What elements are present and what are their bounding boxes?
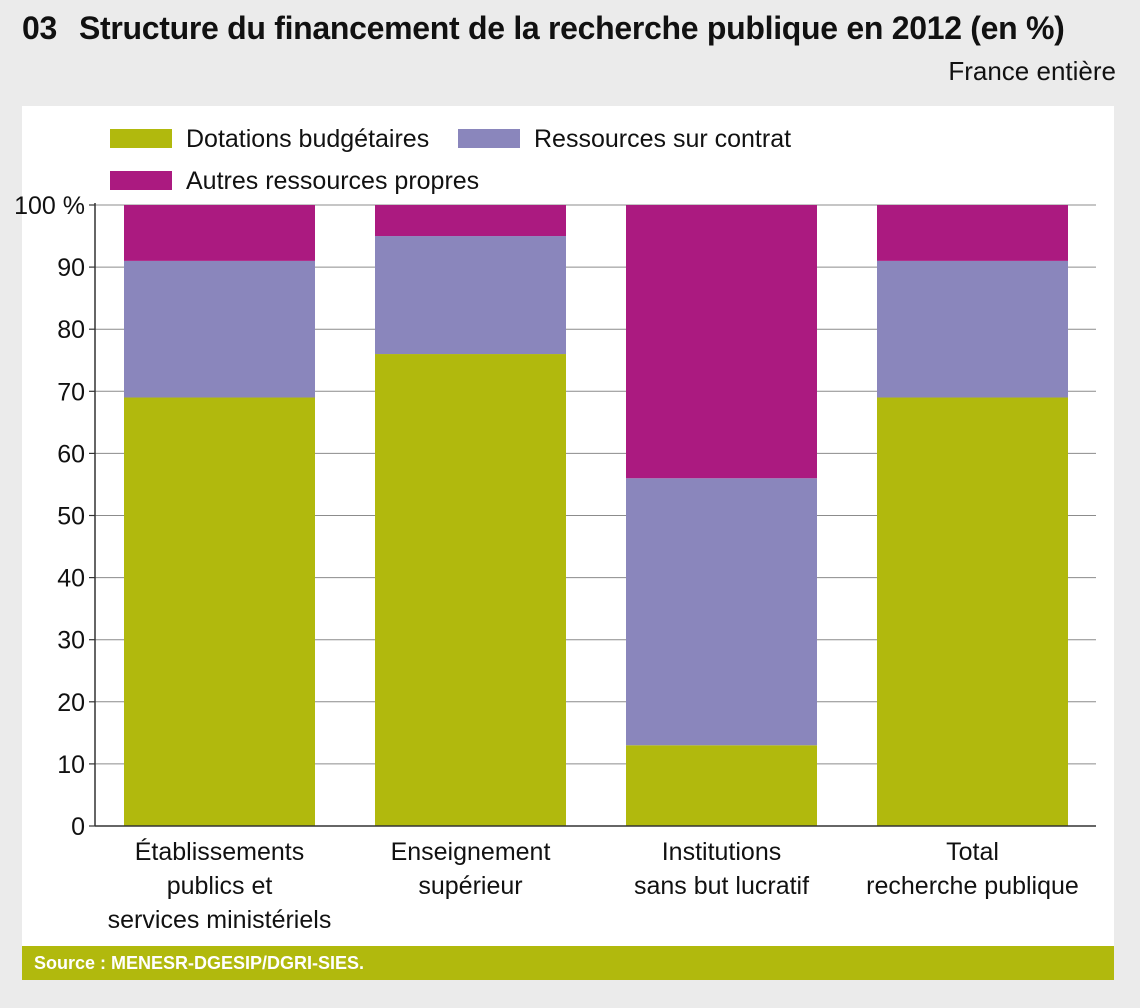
y-tick-label: 90 <box>57 254 85 282</box>
bar-segment <box>626 478 817 746</box>
x-category-label: Enseignement <box>391 838 551 866</box>
y-tick-label: 0 <box>71 813 85 841</box>
chart-subtitle: France entière <box>948 56 1116 86</box>
y-tick-label: 70 <box>57 378 85 406</box>
y-tick-label: 20 <box>57 689 85 717</box>
legend-swatch <box>110 171 172 190</box>
source-text: Source : MENESR-DGESIP/DGRI-SIES. <box>34 953 365 973</box>
bar-segment <box>626 745 817 826</box>
bar-segment <box>626 205 817 479</box>
y-tick-label: 100 % <box>14 192 85 220</box>
bar-segment <box>877 205 1068 261</box>
y-tick-label: 60 <box>57 440 85 468</box>
bar-segment <box>877 260 1068 398</box>
bar-segment <box>124 205 315 261</box>
bar-segment <box>375 354 566 826</box>
bar-segment <box>375 236 566 355</box>
y-tick-label: 80 <box>57 316 85 344</box>
y-tick-label: 10 <box>57 751 85 779</box>
y-tick-label: 40 <box>57 565 85 593</box>
bar-segment <box>124 260 315 398</box>
legend-swatch <box>110 129 172 148</box>
figure-number: 03 <box>22 10 57 46</box>
figure-title: Structure du financement de la recherche… <box>79 10 1065 46</box>
x-category-label: publics et <box>167 872 273 900</box>
y-tick-label: 50 <box>57 503 85 531</box>
legend-label: Autres ressources propres <box>186 167 479 195</box>
chart-title: 03 Structure du financement de la recherc… <box>22 10 1065 47</box>
legend-label: Ressources sur contrat <box>534 125 791 153</box>
x-category-label: recherche publique <box>866 872 1079 900</box>
legend-swatch <box>458 129 520 148</box>
x-category-label: services ministériels <box>108 906 332 934</box>
x-category-label: supérieur <box>418 872 522 900</box>
legend-label: Dotations budgétaires <box>186 125 429 153</box>
bar-segment <box>124 397 315 826</box>
bar-segment <box>375 205 566 237</box>
y-tick-label: 30 <box>57 627 85 655</box>
x-category-label: Établissements <box>135 837 305 866</box>
x-category-label: Total <box>946 838 999 866</box>
bar-segment <box>877 397 1068 826</box>
x-category-label: sans but lucratif <box>634 872 809 900</box>
source-bar: Source : MENESR-DGESIP/DGRI-SIES. <box>22 946 1114 980</box>
x-category-label: Institutions <box>662 838 782 866</box>
